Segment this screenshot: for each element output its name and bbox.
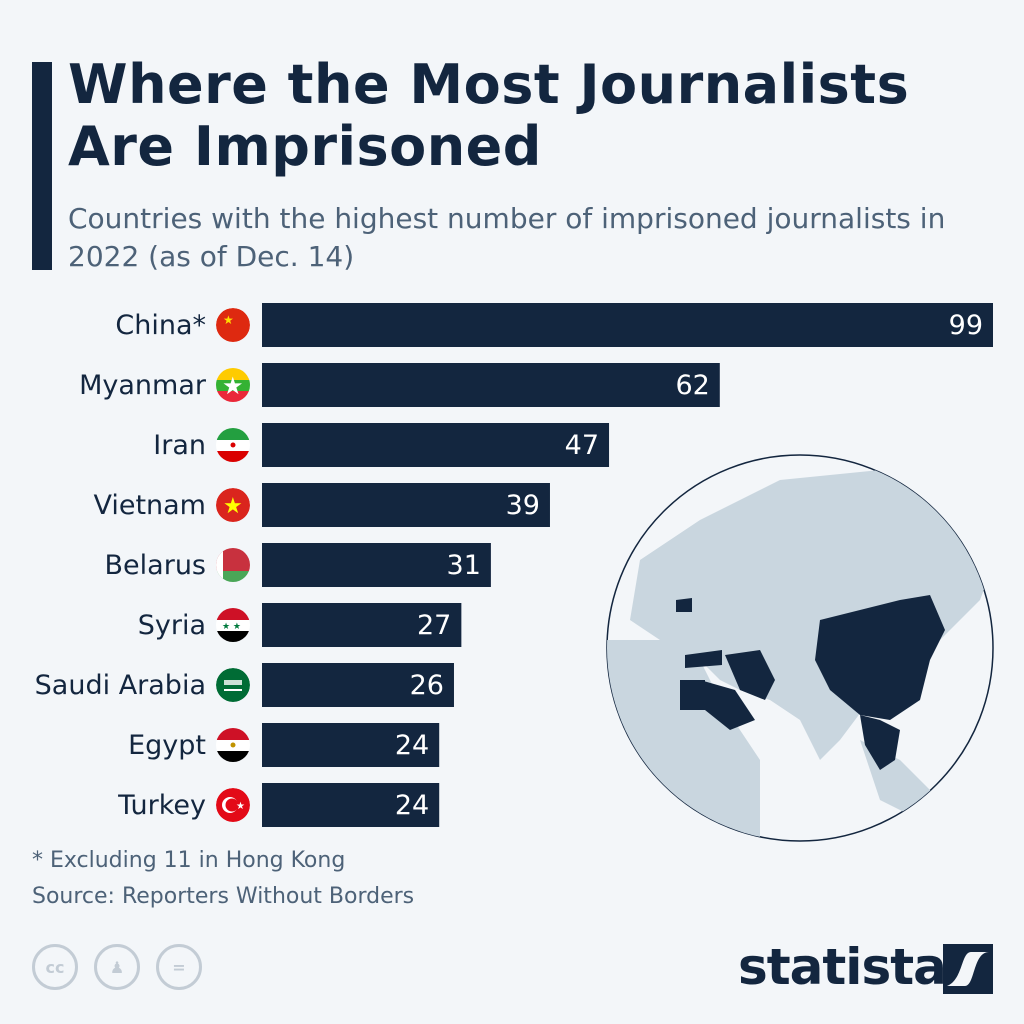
data-label: 27 xyxy=(417,610,451,641)
footnote: * Excluding 11 in Hong Kong xyxy=(32,848,346,873)
category-label: Saudi Arabia xyxy=(35,670,206,701)
bar xyxy=(262,303,993,347)
data-label: 47 xyxy=(565,430,599,461)
bar-chart: China* ★ 99 Myanmar ★ 62 Iran 47 Vietnam ★ 39 Belar… xyxy=(35,303,993,827)
category-label: Egypt xyxy=(128,730,206,761)
data-label: 62 xyxy=(675,370,709,401)
data-label: 26 xyxy=(410,670,444,701)
belarus-flag-icon xyxy=(216,548,250,582)
egypt-flag-icon xyxy=(216,728,250,762)
syria-flag-icon: ★ ★ xyxy=(216,608,250,642)
iran-flag-icon xyxy=(216,428,250,462)
bar xyxy=(262,723,440,767)
data-label: 24 xyxy=(395,790,429,821)
data-label: 99 xyxy=(949,310,983,341)
category-label: Turkey xyxy=(117,790,206,821)
title-line-2: Are Imprisoned xyxy=(68,115,542,178)
bar xyxy=(262,543,491,587)
creative-commons-icon[interactable]: cc xyxy=(32,944,78,990)
saudi-arabia-flag-icon xyxy=(216,668,250,702)
svg-text:★: ★ xyxy=(222,372,244,400)
category-label: Syria xyxy=(138,610,206,641)
svg-text:★: ★ xyxy=(223,313,234,327)
svg-text:★: ★ xyxy=(236,801,245,812)
category-label: China* xyxy=(115,310,206,341)
category-label: Belarus xyxy=(105,550,206,581)
data-label: 39 xyxy=(506,490,540,521)
turkey-flag-icon: ★ xyxy=(216,788,250,822)
data-label: 24 xyxy=(395,730,429,761)
category-label: Myanmar xyxy=(79,370,207,401)
no-derivatives-icon[interactable]: = xyxy=(156,944,202,990)
title-line-1: Where the Most Journalists xyxy=(68,53,910,116)
bar xyxy=(262,363,720,407)
source: Source: Reporters Without Borders xyxy=(32,884,415,909)
bar xyxy=(262,423,610,467)
data-label: 31 xyxy=(447,550,481,581)
category-label: Iran xyxy=(153,430,206,461)
equals-text: = xyxy=(172,957,186,977)
svg-text:★ ★: ★ ★ xyxy=(222,622,241,632)
bar xyxy=(262,483,550,527)
svg-text:★: ★ xyxy=(223,494,243,519)
cc-text: cc xyxy=(45,957,65,977)
vietnam-flag-icon: ★ xyxy=(216,488,250,522)
bar xyxy=(262,663,454,707)
china-flag-icon: ★ xyxy=(216,308,250,342)
myanmar-flag-icon: ★ xyxy=(216,368,250,402)
page-title: Where the Most Journalists Are Imprisoned xyxy=(68,54,909,178)
title-accent-bar xyxy=(32,62,52,270)
statista-logo[interactable]: statista xyxy=(738,938,947,996)
statista-logo-icon xyxy=(943,944,993,994)
bar xyxy=(262,783,440,827)
category-label: Vietnam xyxy=(93,490,206,521)
attribution-icon[interactable]: ♟ xyxy=(94,944,140,990)
subtitle: Countries with the highest number of imp… xyxy=(68,202,946,273)
bar xyxy=(262,603,462,647)
